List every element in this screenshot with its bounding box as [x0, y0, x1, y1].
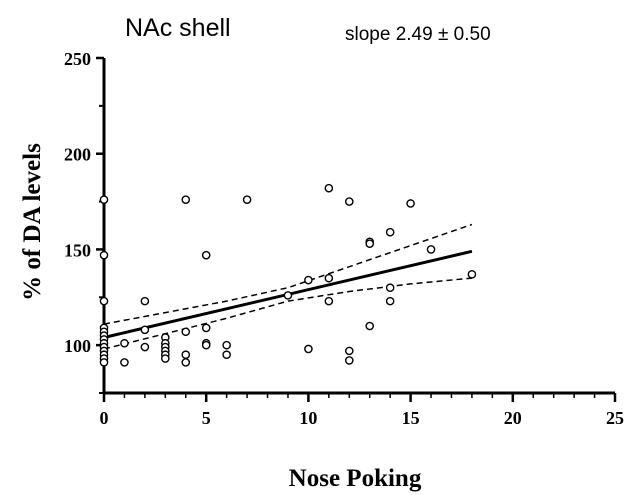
data-point — [140, 325, 150, 335]
data-point — [99, 250, 109, 260]
x-tick-label: 0 — [100, 408, 109, 428]
data-point — [201, 323, 211, 333]
data-point — [140, 296, 150, 306]
data-point — [181, 358, 191, 367]
data-point — [222, 350, 231, 360]
data-point — [283, 291, 293, 300]
data-point — [161, 354, 170, 363]
data-point — [120, 358, 129, 367]
y-tick-label: 150 — [64, 240, 91, 260]
data-point — [99, 195, 109, 204]
y-tick-label: 100 — [64, 336, 91, 356]
data-point — [385, 283, 395, 293]
x-tick-label: 15 — [402, 408, 420, 428]
data-point — [242, 195, 252, 204]
data-point — [344, 356, 354, 365]
slope-annotation: slope 2.49 ± 0.50 — [345, 24, 491, 45]
data-point — [181, 327, 191, 337]
data-point — [99, 358, 109, 367]
confidence-band-upper — [103, 223, 473, 325]
chart-title: NAc shell — [125, 14, 231, 42]
x-tick-label: 10 — [299, 408, 317, 428]
x-tick-label: 25 — [606, 408, 624, 428]
data-point — [324, 273, 334, 283]
data-point — [222, 340, 231, 350]
data-point — [365, 239, 375, 248]
data-point — [181, 195, 191, 204]
data-point — [324, 296, 334, 306]
x-tick-label: 5 — [202, 408, 211, 428]
data-point — [385, 227, 395, 237]
data-point — [140, 342, 150, 352]
data-point — [406, 199, 415, 208]
data-point — [385, 296, 395, 306]
data-point — [181, 350, 191, 360]
data-point — [304, 344, 313, 354]
confidence-band-lower — [103, 277, 472, 350]
data-point — [344, 197, 354, 206]
data-point — [344, 346, 354, 356]
x-tick-label: 20 — [504, 408, 522, 428]
data-point — [324, 183, 334, 193]
data-point — [99, 296, 109, 306]
y-tick-label: 200 — [64, 145, 91, 165]
data-point — [365, 321, 375, 331]
data-point — [120, 338, 129, 348]
y-tick-label: 250 — [64, 49, 91, 69]
y-axis-label: % of DA levels — [19, 143, 46, 301]
data-point — [201, 340, 211, 350]
data-point — [201, 250, 211, 260]
data-point — [467, 270, 477, 279]
data-point — [304, 275, 313, 285]
x-axis-label: Nose Poking — [289, 465, 422, 492]
data-point — [426, 245, 436, 254]
plot-area: 100 150 200 250 0 5 10 15 20 25 — [64, 49, 624, 428]
